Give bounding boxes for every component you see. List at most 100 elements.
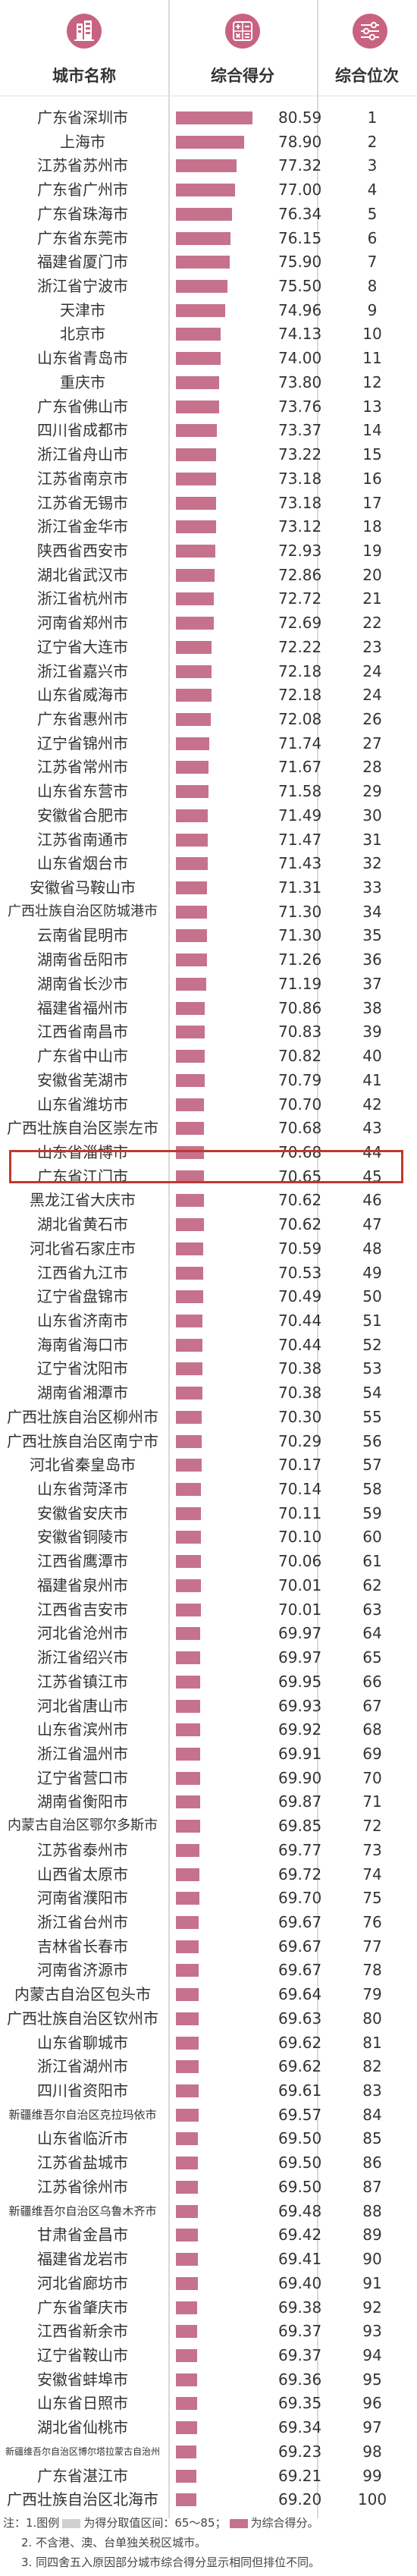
score-value: 69.48 xyxy=(278,2201,322,2220)
rank-value: 81 xyxy=(362,2033,382,2052)
score-bar xyxy=(176,375,220,389)
rank-value: 64 xyxy=(362,1624,382,1643)
score-bar xyxy=(176,1242,204,1255)
score-bar xyxy=(176,2325,198,2339)
score-value: 69.34 xyxy=(278,2418,322,2437)
score-bar xyxy=(176,1771,200,1785)
score-bar xyxy=(176,1892,199,1905)
score-bar xyxy=(176,112,253,124)
score-value: 70.59 xyxy=(278,1239,322,1258)
rank-value: 49 xyxy=(362,1263,382,1282)
score-value: 69.95 xyxy=(278,1672,322,1691)
score-value: 72.93 xyxy=(278,541,322,560)
city-label: 河北省石家庄市 xyxy=(30,1239,136,1258)
rank-column-header: 综合位次 xyxy=(335,67,399,85)
city-label: 黑龙江省大庆市 xyxy=(30,1191,136,1210)
rank-value: 23 xyxy=(362,637,382,656)
city-label: 广西壮族自治区钦州市 xyxy=(7,2009,158,2028)
rank-value: 47 xyxy=(362,1215,382,1234)
score-bar xyxy=(176,857,208,871)
rank-value: 70 xyxy=(362,1768,382,1787)
score-value: 71.47 xyxy=(278,830,322,849)
sliders-icon xyxy=(353,14,387,49)
city-label: 新疆维吾尔自治区乌鲁木齐市 xyxy=(8,2204,157,2218)
score-value: 69.50 xyxy=(278,2153,322,2172)
score-value: 69.67 xyxy=(278,1913,322,1931)
score-value: 69.21 xyxy=(278,2466,322,2485)
score-value: 69.50 xyxy=(278,2129,322,2148)
city-label: 江西省南昌市 xyxy=(37,1023,128,1041)
score-bar xyxy=(176,592,215,606)
score-value: 75.50 xyxy=(278,277,322,296)
city-label: 广东省广州市 xyxy=(37,181,128,199)
score-bar xyxy=(176,2469,197,2483)
score-value: 69.91 xyxy=(278,1744,322,1763)
score-bar xyxy=(176,2301,198,2314)
rank-value: 51 xyxy=(362,1312,382,1330)
score-value: 70.86 xyxy=(278,998,322,1017)
score-bar xyxy=(176,1026,205,1039)
city-label: 江苏省南京市 xyxy=(37,469,128,488)
score-value: 70.01 xyxy=(278,1600,322,1619)
city-label: 河北省沧州市 xyxy=(37,1624,128,1643)
rank-value: 19 xyxy=(362,541,382,560)
score-bar xyxy=(176,1820,200,1833)
rank-value: 79 xyxy=(362,1985,382,2004)
rank-value: 15 xyxy=(362,445,382,464)
city-label: 河北省唐山市 xyxy=(37,1696,128,1715)
rank-value: 63 xyxy=(362,1600,382,1619)
rank-value: 77 xyxy=(362,1937,382,1956)
rank-value: 58 xyxy=(362,1480,382,1499)
score-bar xyxy=(176,2084,199,2098)
rank-value: 93 xyxy=(362,2322,382,2341)
rank-value: 27 xyxy=(362,734,382,752)
city-label: 江西省鹰潭市 xyxy=(37,1552,128,1571)
rank-value: 98 xyxy=(362,2442,382,2461)
rank-value: 20 xyxy=(362,565,382,584)
score-value: 69.67 xyxy=(278,1937,322,1956)
score-bar xyxy=(176,2108,199,2122)
rank-value: 89 xyxy=(362,2226,382,2245)
rank-value: 83 xyxy=(362,2081,382,2100)
rank-value: 32 xyxy=(362,854,382,873)
score-bar xyxy=(176,833,208,847)
rank-value: 40 xyxy=(362,1047,382,1066)
score-value: 72.22 xyxy=(278,637,322,656)
city-label: 山东省东营市 xyxy=(37,782,128,801)
rank-value: 91 xyxy=(362,2273,382,2292)
score-bar xyxy=(176,520,216,534)
score-bar xyxy=(176,1434,202,1448)
rank-value: 46 xyxy=(362,1191,382,1210)
city-column-header: 城市名称 xyxy=(52,67,116,85)
score-bar xyxy=(176,256,230,269)
score-bar xyxy=(176,1531,202,1544)
rank-value: 29 xyxy=(362,782,382,801)
score-bar xyxy=(176,472,217,485)
score-value: 69.92 xyxy=(278,1720,322,1739)
city-label: 福建省龙岩市 xyxy=(37,2250,128,2269)
score-bar xyxy=(176,184,235,197)
rank-value: 55 xyxy=(362,1407,382,1426)
score-value: 69.70 xyxy=(278,1889,322,1908)
score-value: 72.08 xyxy=(278,710,322,728)
city-label: 天津市 xyxy=(60,300,105,319)
score-value: 71.31 xyxy=(278,878,322,897)
rank-value: 39 xyxy=(362,1023,382,1041)
score-value: 71.30 xyxy=(278,902,322,921)
score-bar xyxy=(176,1218,204,1232)
score-bar xyxy=(176,1603,201,1616)
score-bar xyxy=(176,713,212,726)
rank-value: 10 xyxy=(362,325,382,344)
score-value: 69.67 xyxy=(278,1961,322,1980)
score-bar xyxy=(176,568,215,582)
score-value: 70.38 xyxy=(278,1384,322,1403)
score-value: 73.37 xyxy=(278,421,322,440)
rank-value: 18 xyxy=(362,517,382,536)
score-value: 70.44 xyxy=(278,1312,322,1330)
score-value: 70.49 xyxy=(278,1287,322,1306)
rank-value: 5 xyxy=(367,204,378,223)
score-bar xyxy=(176,1940,199,1953)
score-value: 74.13 xyxy=(278,325,322,344)
score-bar xyxy=(176,2204,199,2218)
score-value: 70.79 xyxy=(278,1070,322,1089)
